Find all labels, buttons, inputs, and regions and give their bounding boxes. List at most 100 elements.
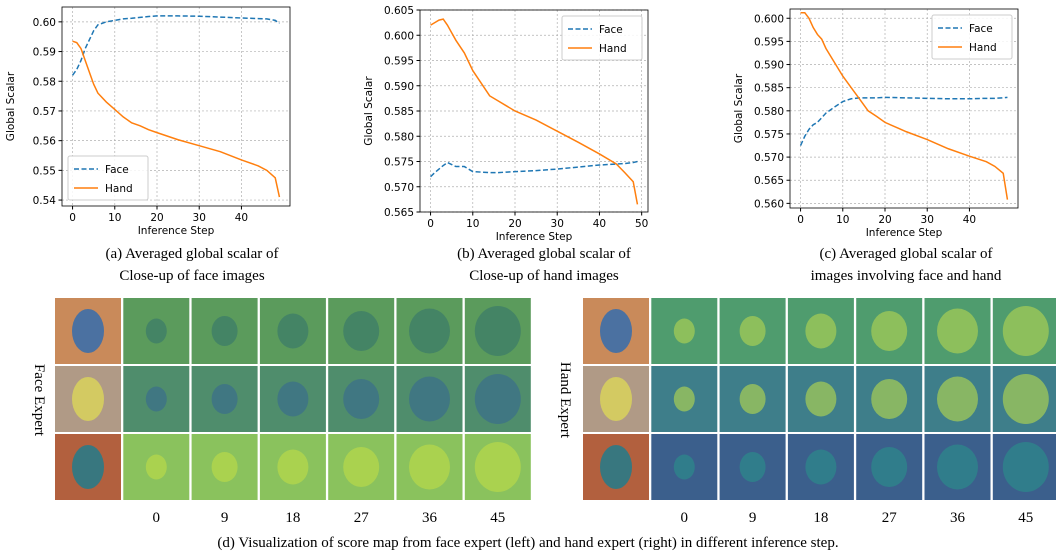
- image-detail: [673, 318, 695, 344]
- image-detail: [72, 309, 104, 353]
- y-tick-label: 0.560: [754, 198, 784, 210]
- step-label: 0: [681, 510, 689, 526]
- y-tick-label: 0.580: [384, 131, 414, 143]
- y-tick-label: 0.58: [33, 76, 56, 88]
- legend-box: [67, 155, 149, 201]
- y-tick-label: 0.575: [384, 157, 414, 169]
- image-detail: [805, 449, 837, 485]
- image-detail: [72, 445, 104, 489]
- step-label: 27: [354, 510, 370, 526]
- subcaption: (c) Averaged global scalar of: [820, 246, 993, 262]
- image-detail: [805, 313, 837, 349]
- y-tick-label: 0.565: [754, 175, 784, 187]
- y-tick-label: 0.565: [384, 207, 414, 219]
- y-tick-label: 0.56: [33, 136, 57, 148]
- figure-caption: (d) Visualization of score map from face…: [217, 535, 838, 551]
- y-tick-label: 0.585: [754, 83, 784, 95]
- legend-box: [931, 14, 1013, 60]
- image-detail: [600, 377, 632, 421]
- y-tick-label: 0.605: [384, 5, 414, 17]
- step-label: 18: [285, 510, 300, 526]
- plot-frame: [419, 9, 649, 213]
- image-detail: [409, 376, 450, 422]
- image-detail: [211, 384, 238, 414]
- y-tick-label: 0.595: [754, 36, 784, 48]
- image-detail: [739, 452, 766, 482]
- image-detail: [805, 381, 837, 417]
- x-tick-label: 40: [963, 214, 976, 226]
- x-tick-label: 10: [108, 212, 121, 224]
- image-detail: [145, 318, 167, 344]
- x-tick-label: 50: [635, 218, 648, 230]
- step-label: 36: [950, 510, 966, 526]
- legend-label: Face: [969, 23, 993, 35]
- image-detail: [277, 449, 309, 485]
- y-tick-label: 0.57: [33, 106, 56, 118]
- y-tick-label: 0.595: [384, 56, 414, 68]
- legend-label: Hand: [105, 183, 133, 195]
- y-tick-label: 0.600: [384, 30, 414, 42]
- x-axis-label: Inference Step: [866, 227, 943, 239]
- image-detail: [277, 381, 309, 417]
- step-label: 9: [749, 510, 757, 526]
- image-detail: [673, 454, 695, 480]
- image-detail: [145, 454, 167, 480]
- image-detail: [211, 452, 238, 482]
- image-detail: [409, 308, 450, 354]
- data-line: [72, 40, 281, 198]
- plot-frame: [789, 8, 1019, 209]
- image-detail: [1002, 306, 1049, 356]
- x-tick-label: 40: [235, 212, 248, 224]
- image-detail: [343, 311, 380, 351]
- image-detail: [343, 379, 380, 419]
- subcaption: Close-up of hand images: [469, 268, 619, 284]
- data-line: [800, 11, 1009, 200]
- y-axis-label: Global Scalar: [733, 73, 745, 143]
- data-line: [799, 96, 1008, 146]
- plot-frame: [61, 6, 291, 207]
- y-tick-label: 0.570: [754, 152, 784, 164]
- data-line: [71, 15, 280, 76]
- x-tick-label: 0: [427, 218, 434, 230]
- x-tick-label: 10: [836, 214, 849, 226]
- x-tick-label: 30: [551, 218, 564, 230]
- step-label: 9: [221, 510, 229, 526]
- y-axis-label: Global Scalar: [5, 71, 17, 141]
- image-detail: [409, 444, 450, 490]
- image-detail: [739, 316, 766, 346]
- subcaption: Close-up of face images: [119, 268, 265, 284]
- x-tick-label: 10: [466, 218, 479, 230]
- y-tick-label: 0.60: [33, 17, 56, 29]
- image-detail: [871, 311, 908, 351]
- image-detail: [1002, 442, 1049, 492]
- step-label: 0: [153, 510, 161, 526]
- image-detail: [871, 379, 908, 419]
- y-tick-label: 0.55: [33, 165, 56, 177]
- image-detail: [474, 442, 521, 492]
- y-tick-label: 0.590: [754, 60, 784, 72]
- legend-label: Hand: [969, 42, 997, 54]
- image-detail: [600, 445, 632, 489]
- image-detail: [937, 308, 978, 354]
- image-detail: [72, 377, 104, 421]
- image-detail: [937, 376, 978, 422]
- y-tick-label: 0.570: [384, 182, 414, 194]
- x-tick-label: 30: [193, 212, 206, 224]
- row-label: Face Expert: [31, 364, 47, 437]
- data-line: [430, 18, 639, 205]
- image-detail: [600, 309, 632, 353]
- subcaption: images involving face and hand: [811, 268, 1002, 284]
- legend-label: Face: [105, 164, 129, 176]
- image-detail: [211, 316, 238, 346]
- image-detail: [343, 447, 380, 487]
- legend-label: Hand: [599, 43, 627, 55]
- image-detail: [937, 444, 978, 490]
- image-detail: [739, 384, 766, 414]
- x-tick-label: 20: [878, 214, 891, 226]
- x-tick-label: 20: [508, 218, 521, 230]
- image-detail: [871, 447, 908, 487]
- step-label: 45: [1018, 510, 1033, 526]
- x-tick-label: 40: [593, 218, 606, 230]
- x-tick-label: 0: [69, 212, 76, 224]
